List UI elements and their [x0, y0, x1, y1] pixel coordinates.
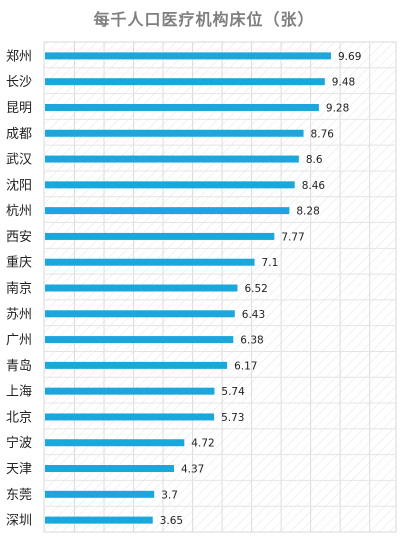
category-label: 昆明	[6, 101, 32, 116]
category-label: 宁波	[6, 435, 32, 451]
category-label: 天津	[6, 462, 32, 477]
value-label: 8.76	[311, 128, 335, 140]
category-label: 武汉	[6, 153, 32, 168]
value-label: 8.6	[306, 154, 323, 166]
value-label: 4.72	[191, 438, 214, 450]
bar	[45, 413, 215, 421]
bar	[45, 207, 290, 215]
value-label: 7.1	[262, 257, 279, 269]
category-label: 重庆	[6, 255, 32, 271]
bar	[45, 490, 155, 498]
value-label: 6.17	[234, 360, 257, 372]
bar	[45, 336, 234, 344]
value-label: 6.43	[242, 309, 265, 321]
value-label: 8.28	[296, 206, 319, 218]
bar	[45, 78, 325, 86]
category-label: 杭州	[6, 204, 32, 219]
value-label: 8.46	[302, 180, 326, 192]
category-label: 青岛	[6, 358, 32, 374]
bar	[45, 387, 215, 395]
category-label: 郑州	[6, 49, 32, 64]
bar	[45, 258, 255, 266]
category-label: 广州	[6, 333, 32, 348]
category-label: 苏州	[6, 306, 32, 322]
category-label: 南京	[6, 281, 32, 297]
bar	[45, 129, 304, 137]
bar	[45, 361, 228, 369]
category-label: 深圳	[6, 514, 32, 529]
chart-title: 每千人口医疗机构床位（张）	[93, 10, 315, 29]
bar	[45, 52, 331, 60]
category-label: 东莞	[6, 488, 32, 503]
category-label: 成都	[6, 127, 32, 142]
category-label: 沈阳	[6, 178, 32, 193]
value-label: 7.77	[281, 231, 304, 243]
bar	[45, 439, 185, 447]
category-label: 西安	[6, 230, 32, 245]
value-label: 3.65	[160, 515, 183, 527]
value-label: 5.73	[221, 412, 244, 424]
bar	[45, 516, 153, 524]
category-label: 上海	[6, 385, 32, 400]
bar	[45, 232, 275, 240]
value-label: 6.38	[240, 335, 263, 347]
value-label: 4.37	[181, 464, 204, 476]
category-label: 长沙	[6, 75, 32, 90]
value-label: 5.74	[221, 386, 245, 398]
value-label: 9.69	[338, 51, 361, 63]
bar	[45, 181, 295, 189]
value-label: 3.7	[161, 489, 178, 501]
value-label: 9.48	[332, 77, 355, 89]
bar	[45, 155, 299, 163]
bar	[45, 284, 238, 292]
value-label: 9.28	[326, 102, 349, 114]
bar	[45, 103, 319, 111]
bar	[45, 465, 174, 473]
bar	[45, 310, 235, 318]
value-label: 6.52	[244, 283, 267, 295]
category-label: 北京	[6, 410, 32, 425]
